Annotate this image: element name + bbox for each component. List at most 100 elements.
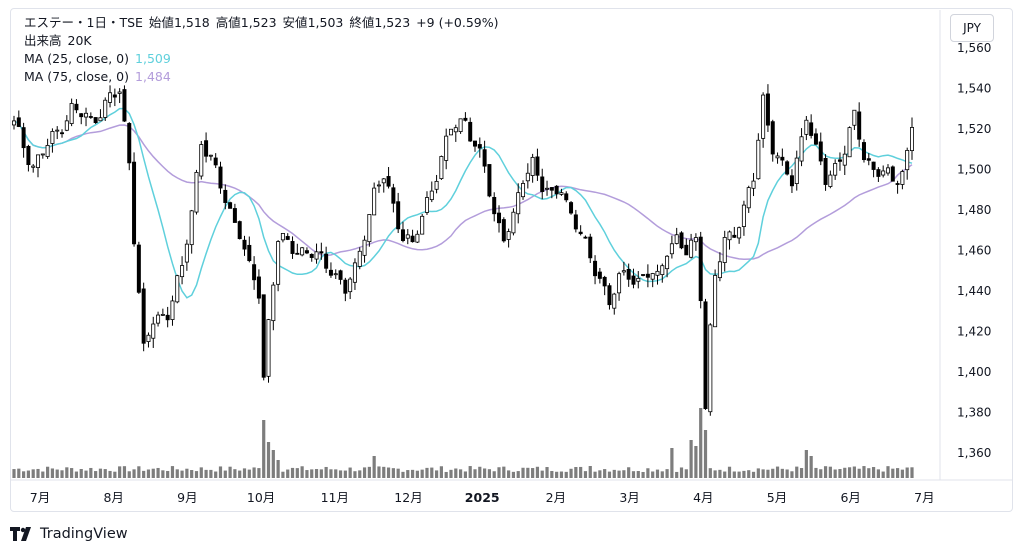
legend-volume: 20K: [67, 33, 92, 48]
candle-body: [674, 234, 679, 244]
candle-body: [842, 153, 847, 166]
volume-bar: [98, 468, 103, 478]
volume-bar: [703, 430, 708, 478]
candle-body: [300, 247, 305, 256]
candle-body: [184, 243, 189, 263]
volume-bar: [12, 469, 16, 478]
volume-bar: [631, 471, 636, 478]
candle-body: [127, 123, 132, 164]
candle-body: [271, 284, 276, 322]
candle-body: [295, 252, 300, 255]
volume-bar: [718, 469, 722, 478]
volume-bar: [79, 469, 83, 478]
volume-bar: [545, 467, 549, 478]
volume-bar: [300, 466, 304, 478]
volume-bar: [410, 469, 415, 478]
volume-bar: [238, 470, 242, 478]
candle-body: [573, 214, 578, 230]
candle-body: [564, 193, 569, 201]
volume-bar: [814, 467, 818, 478]
legend-volume-row: 出来高 20K: [24, 32, 505, 50]
volume-bar: [641, 471, 645, 478]
x-tick-label: 5月: [767, 490, 787, 505]
y-tick-label: 1,520: [957, 122, 991, 136]
volume-bar: [94, 471, 98, 478]
candle-body: [708, 324, 713, 413]
volume-bar: [415, 470, 419, 478]
volume-bar: [847, 467, 852, 478]
x-tick-label: 11月: [321, 490, 349, 505]
volume-bar: [473, 469, 477, 478]
volume-bar: [180, 470, 184, 478]
legend-symbol[interactable]: エステー・1日・TSE: [24, 15, 143, 30]
volume-bar: [209, 469, 213, 478]
volume-bar: [660, 471, 664, 478]
legend-ohlc-row: エステー・1日・TSE 始値1,518 高値1,523 安値1,503 終値1,523 +…: [24, 14, 505, 32]
candle-body: [170, 300, 175, 320]
currency-button[interactable]: JPY: [950, 14, 994, 42]
volume-bar: [271, 450, 275, 478]
candle-body: [645, 273, 650, 278]
volume-bar: [449, 469, 453, 478]
volume-bar: [60, 470, 64, 478]
candle-body: [98, 117, 103, 122]
volume-bar: [103, 469, 107, 478]
volume-bar: [223, 470, 227, 478]
candle-body: [410, 235, 415, 243]
volume-bar: [857, 468, 861, 478]
volume-bar: [463, 471, 468, 478]
volume-bar: [430, 467, 434, 478]
tradingview-brand[interactable]: TradingView: [10, 526, 128, 542]
ma75-line: [13, 120, 913, 261]
volume-bar: [742, 470, 746, 478]
candle-body: [487, 164, 492, 197]
volume-bar: [406, 470, 410, 478]
volume-bar: [468, 466, 472, 478]
candle-body: [910, 127, 915, 151]
candle-body: [50, 131, 55, 144]
legend-open-label: 始値: [148, 15, 174, 30]
volume-bar: [588, 466, 592, 478]
y-tick-label: 1,500: [957, 162, 991, 176]
candle-body: [722, 237, 727, 263]
volume-bar: [574, 467, 578, 478]
candle-body: [228, 202, 233, 209]
candle-body: [204, 140, 209, 157]
candle-body: [424, 197, 429, 213]
candle-body: [64, 120, 69, 131]
volume-bar: [583, 471, 588, 478]
volume-bar: [713, 470, 717, 478]
candle-body: [554, 185, 559, 195]
candle-body: [372, 187, 377, 216]
candle-body: [861, 142, 866, 161]
volume-bar: [137, 466, 141, 478]
candle-body: [516, 192, 521, 215]
candle-body: [122, 89, 127, 122]
volume-bar: [511, 471, 516, 478]
candle-body: [583, 236, 588, 239]
volume-bar: [338, 470, 343, 478]
volume-bar: [627, 467, 631, 478]
x-tick-label: 2025: [465, 490, 500, 505]
volume-bar: [531, 468, 535, 478]
volume-bar: [401, 471, 405, 478]
volume-bar: [780, 468, 784, 478]
legend-ma75-row[interactable]: MA (75, close, 0) 1,484: [24, 68, 505, 86]
x-tick-label: 3月: [619, 490, 639, 505]
candle-body: [348, 278, 353, 293]
volume-bar: [795, 466, 799, 478]
candle-body: [189, 210, 194, 246]
volume-bar: [372, 456, 376, 478]
legend-ma25-row[interactable]: MA (25, close, 0) 1,509: [24, 50, 505, 68]
volume-bar: [598, 470, 602, 478]
volume-bar: [886, 466, 890, 478]
candle-body: [636, 277, 641, 282]
candle-body: [703, 301, 708, 410]
candle-body: [852, 109, 857, 126]
volume-bar: [502, 466, 506, 478]
y-tick-label: 1,400: [957, 365, 991, 379]
candle-body: [180, 265, 185, 278]
candle-body: [689, 239, 694, 258]
candle-body: [132, 161, 137, 245]
